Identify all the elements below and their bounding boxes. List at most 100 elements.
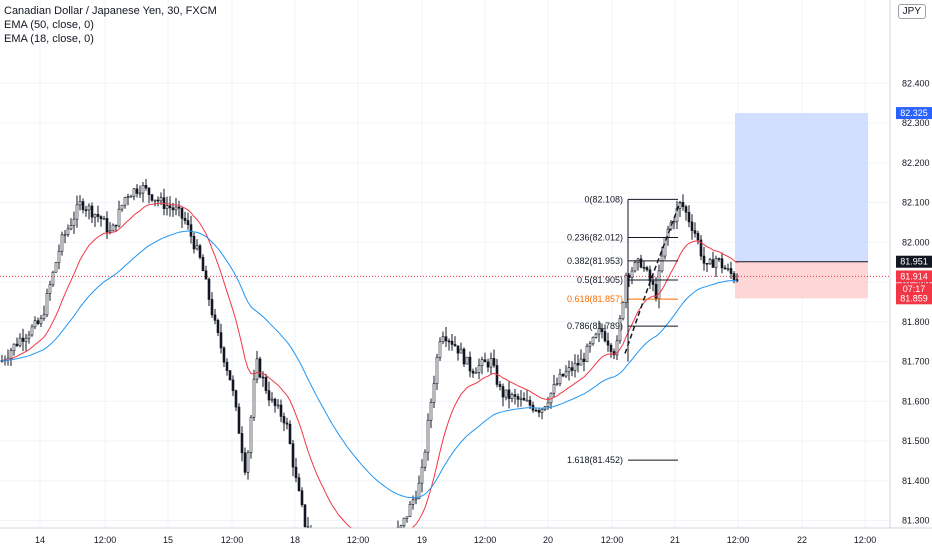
candle-body [132, 188, 136, 197]
candle-body [186, 220, 190, 225]
candle-body [117, 208, 121, 227]
candle-body [732, 273, 736, 280]
indicator-ema-18[interactable]: EMA (18, close, 0) [4, 33, 94, 45]
candle-body [534, 409, 538, 412]
candle-body [258, 358, 262, 378]
candle-body [300, 490, 304, 506]
candle-body [36, 320, 40, 324]
price-label: 82.325 [896, 107, 932, 120]
time-tick-label: 19 [417, 535, 427, 545]
candle-body [483, 359, 487, 363]
candle-body [624, 274, 628, 303]
candle-body [126, 196, 130, 199]
candle-body [219, 332, 223, 349]
candle-body [456, 345, 460, 354]
time-tick-label: 12:00 [474, 535, 497, 545]
time-axis[interactable]: 14 12:00 15 12:00 18 12:00 19 12:00 20 12:00 21 12:… [0, 527, 932, 550]
symbol-title[interactable]: Canadian Dollar / Japanese Yen, 30, FXCM [4, 5, 217, 17]
candle-body [51, 271, 55, 286]
candle-body [645, 267, 649, 271]
candle-body [204, 270, 208, 280]
price-label-bg [896, 270, 932, 283]
target-zone[interactable] [735, 113, 868, 262]
candle-body [678, 202, 682, 209]
price-label-text: 81.951 [900, 257, 928, 267]
candle-body [153, 199, 157, 202]
time-tick-label: 20 [543, 535, 553, 545]
candle-body [501, 386, 505, 398]
candle-body [30, 326, 34, 336]
price-tick-label: 82.100 [902, 198, 930, 208]
candle-body [57, 250, 61, 264]
candle-body [120, 204, 124, 210]
candle-body [681, 202, 685, 207]
candle-body [135, 188, 139, 194]
candle-body [27, 334, 31, 339]
candle-body [711, 259, 715, 268]
candle-body [567, 367, 571, 373]
candle-body [249, 416, 253, 453]
price-tick-label: 82.300 [902, 118, 930, 128]
price-axis[interactable]: 82.40082.30082.20082.10082.00081.90081.8… [889, 0, 932, 550]
candle-body [129, 195, 133, 198]
candle-body [432, 383, 436, 403]
price-tick-label: 81.400 [902, 476, 930, 486]
time-tick-label: 12:00 [221, 535, 244, 545]
candle-body [411, 499, 415, 505]
candle-body [147, 187, 151, 195]
candle-body [510, 394, 514, 399]
candle-body [105, 218, 109, 233]
price-label-text: 81.859 [900, 293, 928, 303]
fib-level-label: 0.382(81.953) [567, 256, 623, 266]
fibonacci-retracement[interactable]: 0(82.108) 0.236(82.012) 0.382(81.953) 0.5(8… [567, 194, 681, 465]
candle-body [66, 228, 70, 235]
candle-body [201, 257, 205, 272]
candle-body [99, 216, 103, 220]
ema-50-line[interactable] [2, 230, 737, 499]
candle-body [621, 302, 625, 319]
candle-body [174, 206, 178, 211]
candle-body [444, 336, 448, 342]
indicator-ema-50[interactable]: EMA (50, close, 0) [4, 19, 94, 31]
time-tick-label: 21 [670, 535, 680, 545]
candle-body [489, 358, 493, 368]
candle-body [273, 398, 277, 406]
candle-body [576, 362, 580, 366]
candle-body [207, 278, 211, 300]
candle-body [303, 504, 307, 528]
candle-body [669, 222, 673, 230]
candle-body [450, 340, 454, 345]
candle-body [507, 389, 511, 399]
ema-18-line[interactable] [2, 202, 738, 543]
currency-badge[interactable]: JPY [897, 4, 926, 19]
price-tick-label: 81.300 [902, 516, 930, 526]
time-tick-label: 12:00 [601, 535, 624, 545]
candle-body [594, 333, 598, 338]
price-label-bg [896, 255, 932, 268]
time-tick-label: 12:00 [94, 535, 117, 545]
candle-body [588, 343, 592, 347]
candle-body [213, 314, 217, 321]
fib-level-label: 0.786(81.789) [567, 321, 623, 331]
candle-body [705, 262, 709, 265]
candle-body [690, 221, 694, 231]
candle-body [75, 204, 79, 220]
candle-body [600, 328, 604, 332]
candle-body [555, 383, 559, 386]
candle-body [552, 384, 556, 394]
candle-body [24, 337, 28, 342]
price-tick-label: 81.700 [902, 357, 930, 367]
candle-body [585, 345, 589, 362]
candle-body [399, 525, 403, 528]
candle-body [72, 218, 76, 226]
candle-body [138, 192, 142, 195]
candle-body [294, 466, 298, 479]
candle-body [192, 235, 196, 250]
candle-body [9, 350, 13, 359]
candle-body [714, 258, 718, 268]
candle-body [540, 409, 544, 413]
fib-trend-line[interactable] [624, 202, 681, 354]
candle-body [168, 205, 172, 209]
stop-zone[interactable] [735, 261, 868, 299]
